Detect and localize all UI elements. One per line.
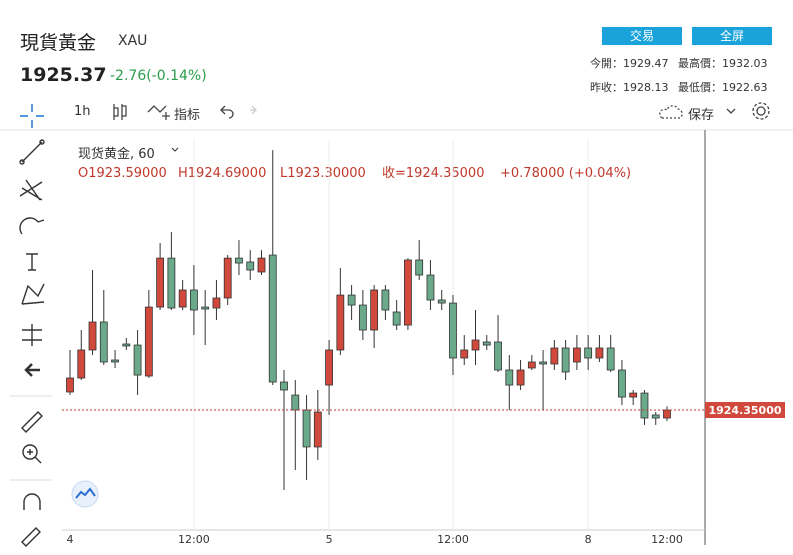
indicators[interactable]: 指标: [174, 108, 201, 123]
fullscreen-button[interactable]: 全屏: [692, 27, 772, 45]
x-tick-label: 8: [585, 533, 592, 546]
candle-body: [572, 347, 581, 363]
x-tick-label: 12:00: [178, 533, 210, 546]
candle-body: [505, 369, 514, 386]
stat: 今開：1929.47: [590, 57, 669, 70]
candle-body: [178, 289, 187, 308]
candle-body: [651, 414, 660, 419]
legend-caret: [171, 147, 179, 152]
legend-value: L1923.30000: [280, 166, 366, 181]
x-tick-label: 4: [67, 533, 74, 546]
legend-value: +0.78000 (+0.04%): [500, 166, 631, 181]
candle-body: [426, 274, 435, 301]
candle-body: [550, 347, 559, 365]
candle-body: [449, 302, 457, 359]
candle-body: [313, 411, 322, 448]
candle-body: [595, 347, 604, 359]
candle-body: [156, 257, 165, 308]
candle-body: [606, 347, 615, 371]
stat: 最高價：1932.03: [678, 57, 768, 70]
candle-body: [99, 321, 108, 363]
candle-body: [212, 297, 221, 309]
candle-body: [629, 392, 638, 398]
stat: 昨收：1928.13: [590, 81, 669, 94]
candle-body: [370, 289, 379, 331]
candle-body: [88, 321, 97, 351]
candle-body: [167, 257, 176, 309]
stat: 最低價：1922.63: [678, 81, 768, 94]
legend-title: 现货黄金, 60: [78, 146, 155, 162]
x-tick-label: 12:00: [437, 533, 469, 546]
candle-body: [415, 259, 424, 276]
candle-body: [257, 257, 266, 273]
save[interactable]: 保存: [688, 108, 715, 123]
x-tick-label: 12:00: [651, 533, 683, 546]
toolbar-icons: [113, 102, 770, 120]
candle-body: [268, 254, 277, 383]
candle-body: [122, 343, 131, 347]
candle-body: [494, 341, 502, 371]
candle-body: [381, 289, 390, 311]
candle-body: [561, 347, 570, 373]
candle-body: [404, 259, 412, 326]
candle-body: [516, 369, 525, 386]
change: -2.76(-0.14%): [110, 68, 207, 84]
legend-value: 收=1924.35000: [382, 166, 484, 181]
candle-body: [223, 257, 232, 299]
candle-body: [539, 361, 547, 365]
logo-mark: [75, 487, 96, 499]
candle-body: [77, 349, 86, 379]
candle-body: [66, 377, 74, 393]
candle-body: [111, 359, 119, 363]
last-price-box: [705, 402, 785, 418]
candle-body: [280, 381, 288, 391]
candle-body: [325, 349, 333, 386]
candle-body: [235, 257, 243, 264]
legend-value: O1923.59000: [78, 166, 167, 181]
candle-body: [246, 261, 255, 271]
trade-button[interactable]: 交易: [602, 27, 682, 45]
candle-body: [663, 409, 671, 419]
symbol: XAU: [118, 33, 148, 49]
candle-body: [291, 394, 300, 411]
candle-body: [584, 347, 593, 359]
left-tools: [19, 104, 45, 547]
legend-value: H1924.69000: [178, 166, 266, 181]
interval[interactable]: 1h: [74, 104, 91, 119]
candle-body: [336, 294, 345, 351]
candle-body: [302, 409, 311, 448]
candle-body: [471, 339, 480, 351]
candle-body: [201, 306, 210, 310]
candle-body: [190, 289, 198, 311]
candle-body: [460, 349, 469, 359]
candle-body: [482, 341, 491, 346]
candle-body: [618, 369, 626, 398]
last-price-label: 1924.35000: [708, 404, 781, 417]
candle-body: [133, 344, 142, 376]
candle-body: [347, 294, 356, 306]
candle-body: [640, 392, 649, 419]
candle-body: [358, 304, 367, 331]
candle-body: [392, 311, 401, 326]
candle-body: [144, 306, 153, 377]
candle-body: [437, 299, 446, 304]
candle-body: [527, 361, 536, 369]
price: 1925.37: [20, 64, 107, 86]
x-tick-label: 5: [326, 533, 333, 546]
title: 現貨黃金: [20, 32, 97, 54]
